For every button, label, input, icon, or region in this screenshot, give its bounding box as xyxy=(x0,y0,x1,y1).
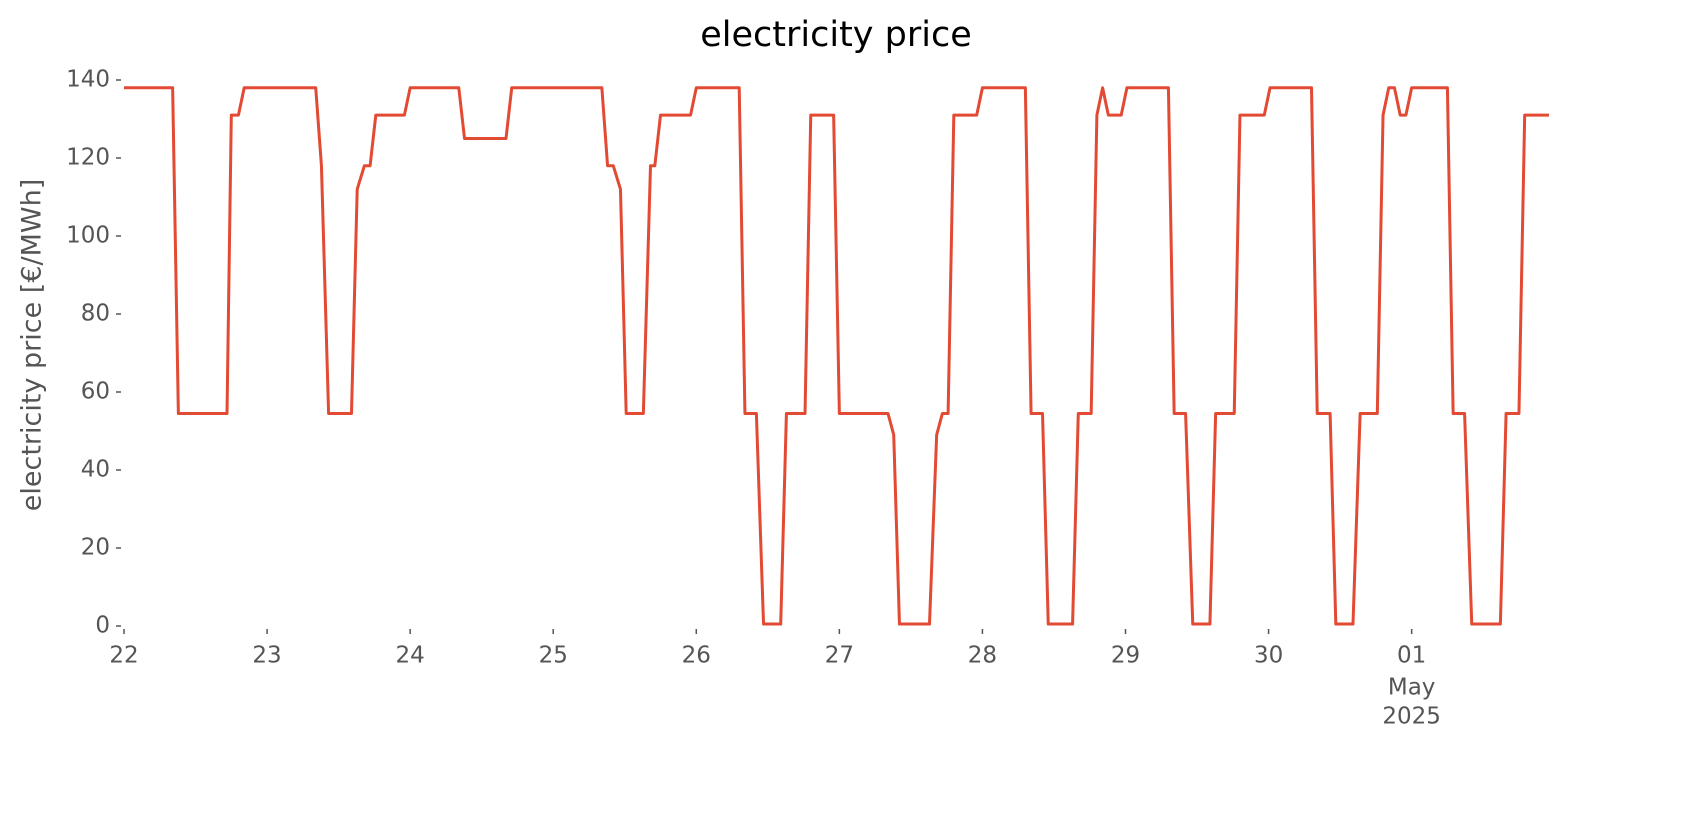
chart-title: electricity price xyxy=(700,15,972,55)
x-tick-label: 28 xyxy=(968,643,997,669)
x-tick-label: 01 xyxy=(1397,643,1426,669)
x-period-label: May xyxy=(1388,675,1436,701)
y-tick-label: 60 xyxy=(81,379,110,405)
y-tick-label: 20 xyxy=(81,535,110,561)
y-axis-label: electricity price [€/MWh] xyxy=(17,179,48,511)
y-tick-label: 80 xyxy=(81,301,110,327)
y-tick-label: 40 xyxy=(81,457,110,483)
x-period-label: 2025 xyxy=(1382,704,1441,730)
y-tick-label: 140 xyxy=(66,67,110,93)
x-tick-label: 24 xyxy=(396,643,425,669)
y-tick-label: 120 xyxy=(66,145,110,171)
x-tick-label: 23 xyxy=(252,643,281,669)
x-tick-label: 25 xyxy=(539,643,568,669)
price-line xyxy=(124,86,1549,626)
x-tick-label: 26 xyxy=(682,643,711,669)
y-tick-label: 0 xyxy=(95,613,110,639)
x-tick-label: 30 xyxy=(1254,643,1283,669)
x-tick-label: 29 xyxy=(1111,643,1140,669)
x-tick-label: 27 xyxy=(825,643,854,669)
x-tick-label: 22 xyxy=(109,643,138,669)
y-tick-label: 100 xyxy=(66,223,110,249)
